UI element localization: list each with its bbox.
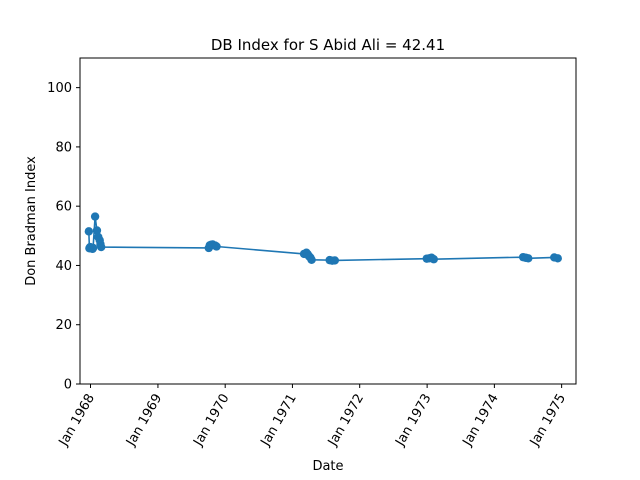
y-tick-label: 100 (47, 81, 72, 96)
data-point (524, 254, 533, 263)
data-point (212, 242, 221, 251)
y-axis-title: Don Bradman Index (24, 156, 39, 286)
data-point (92, 226, 102, 235)
y-tick-label: 0 (64, 378, 72, 393)
y-tick-label: 20 (55, 318, 72, 333)
data-point (553, 254, 562, 263)
y-tick-label: 80 (55, 140, 72, 155)
data-point (96, 242, 106, 252)
chart-title: DB Index for S Abid Ali = 42.41 (211, 36, 445, 54)
y-tick-label: 40 (55, 259, 72, 274)
x-axis-title: Date (312, 459, 343, 474)
data-point (88, 243, 98, 253)
y-tick-label: 60 (55, 200, 72, 215)
plot-area (84, 212, 562, 265)
data-point (429, 255, 438, 264)
data-point (90, 212, 100, 221)
data-point (330, 256, 340, 265)
y-axis: 0 20 40 60 80 100 (47, 81, 80, 393)
data-point (307, 255, 316, 265)
plot-frame (79, 57, 577, 385)
data-point (84, 227, 94, 236)
